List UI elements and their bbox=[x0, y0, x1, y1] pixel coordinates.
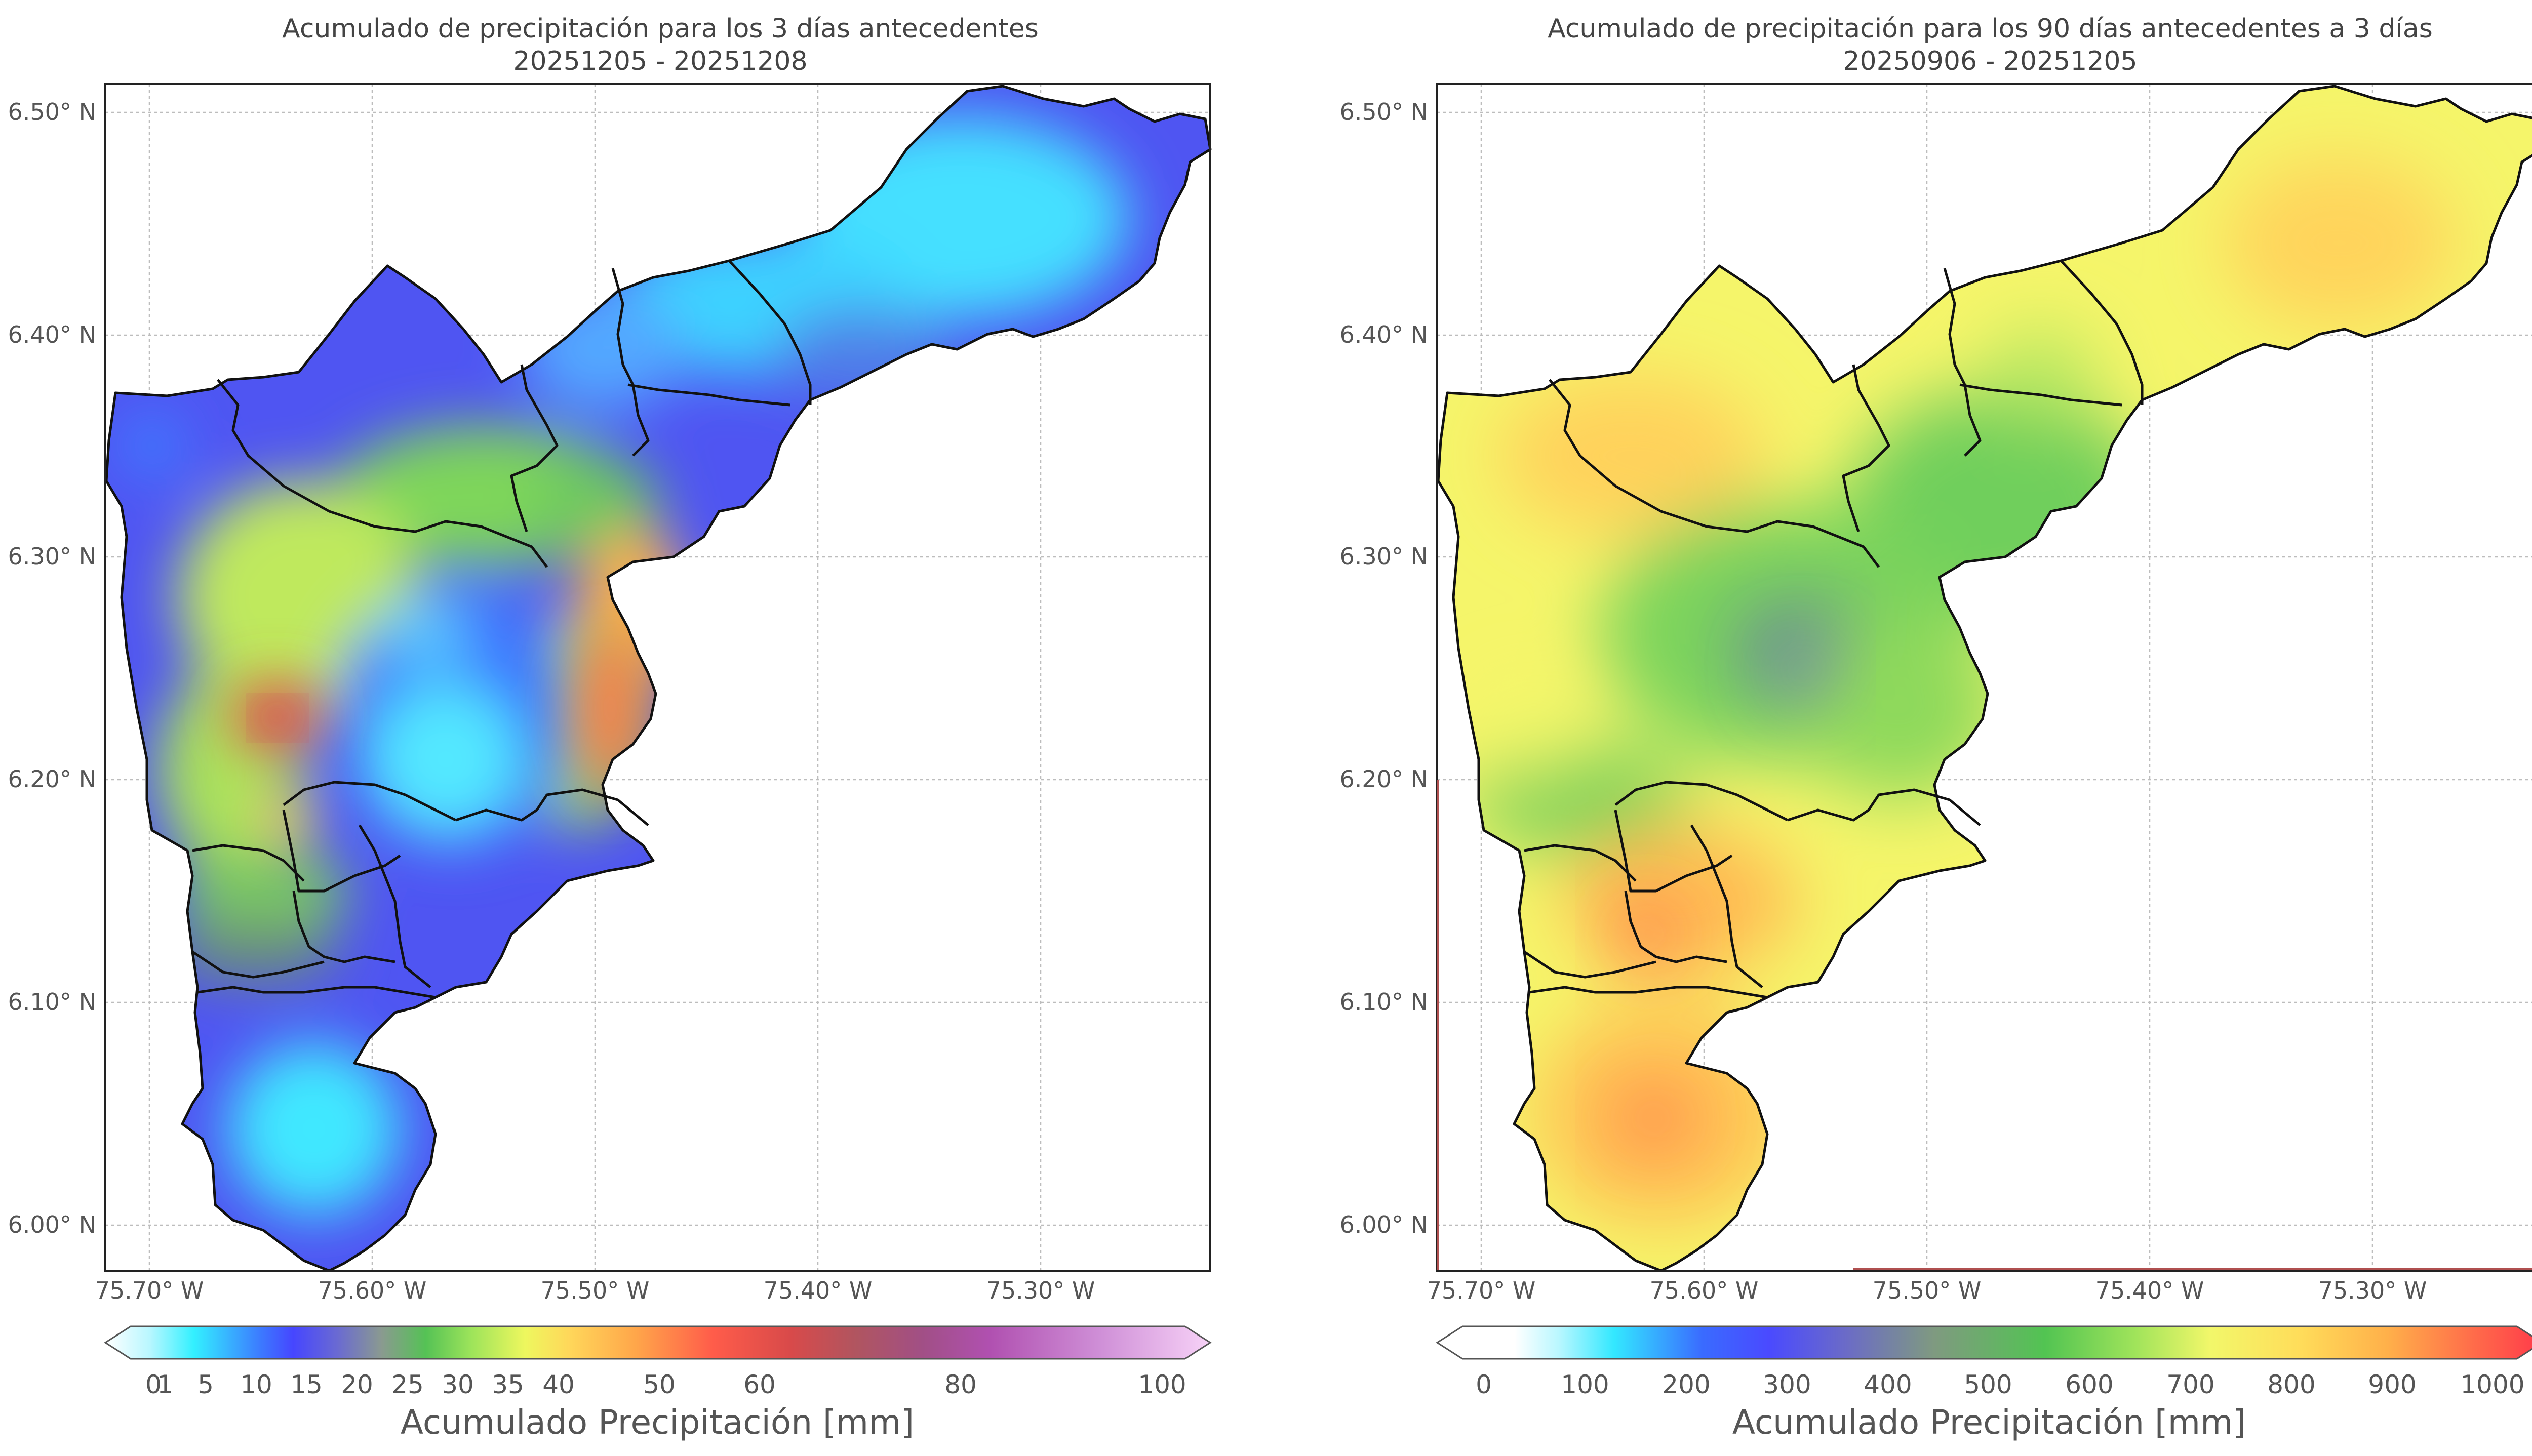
left-cbar-tick: 100 bbox=[1138, 1370, 1186, 1399]
left-cbar-tick: 40 bbox=[542, 1370, 575, 1399]
left-cbar-tick: 80 bbox=[944, 1370, 977, 1399]
right-cbar-tick: 400 bbox=[1864, 1370, 1912, 1399]
lon-label: 75.60° W bbox=[318, 1277, 427, 1304]
left-title-line2: 20251205 - 20251208 bbox=[513, 46, 807, 76]
lat-label: 6.50° N bbox=[1340, 98, 1428, 126]
right-cbar-tick: 600 bbox=[2065, 1370, 2113, 1399]
left-cbar-tick: 50 bbox=[643, 1370, 676, 1399]
lat-label: 6.50° N bbox=[8, 98, 96, 126]
lat-label: 6.40° N bbox=[1340, 321, 1428, 348]
right-title-line2: 20250906 - 20251205 bbox=[1843, 46, 2137, 76]
right-cbar-tick: 200 bbox=[1662, 1370, 1710, 1399]
lon-label: 75.50° W bbox=[1873, 1277, 1982, 1304]
lon-label: 75.30° W bbox=[2318, 1277, 2427, 1304]
right-municipal-boundaries bbox=[1523, 260, 2144, 999]
left-cbar-tick: 0 bbox=[145, 1370, 162, 1399]
lat-label: 6.10° N bbox=[8, 988, 96, 1016]
right-cbar-tick: 100 bbox=[1561, 1370, 1609, 1399]
lat-label: 6.10° N bbox=[1340, 988, 1428, 1016]
right-cbar-tick: 1000 bbox=[2460, 1370, 2524, 1399]
lat-label: 6.40° N bbox=[8, 321, 96, 348]
left-cbar-tick: 5 bbox=[197, 1370, 214, 1399]
left-lat-axis: 6.50° N 6.40° N 6.30° N 6.20° N 6.10° N … bbox=[8, 98, 96, 1238]
lat-label: 6.30° N bbox=[8, 543, 96, 570]
lat-label: 6.20° N bbox=[8, 765, 96, 793]
lon-label: 75.30° W bbox=[986, 1277, 1095, 1304]
lon-label: 75.50° W bbox=[541, 1277, 650, 1304]
left-colorbar: 0 1 5 10 15 20 25 30 35 40 50 60 80 100 … bbox=[104, 1325, 1212, 1442]
right-cbar-tick: 700 bbox=[2166, 1370, 2214, 1399]
left-cbar-tick: 30 bbox=[442, 1370, 474, 1399]
left-cbar-tick: 25 bbox=[391, 1370, 424, 1399]
right-cbar-tick: 500 bbox=[1964, 1370, 2012, 1399]
lon-label: 75.70° W bbox=[1427, 1277, 1536, 1304]
lon-label: 75.70° W bbox=[95, 1277, 204, 1304]
left-cbar-tick: 15 bbox=[290, 1370, 323, 1399]
left-map-frame bbox=[104, 83, 1211, 1272]
lat-label: 6.00° N bbox=[8, 1211, 96, 1238]
left-precip-field bbox=[106, 86, 1210, 1271]
left-cbar-tick: 1 bbox=[157, 1370, 173, 1399]
right-map-panel: Acumulado de precipitación para los 90 d… bbox=[1340, 14, 2532, 1442]
lat-label: 6.30° N bbox=[1340, 543, 1428, 570]
lat-label: 6.20° N bbox=[1340, 765, 1428, 793]
right-colorbar-label: Acumulado Precipitación [mm] bbox=[1732, 1403, 2246, 1442]
left-map-panel: Acumulado de precipitación para los 3 dí… bbox=[8, 14, 1212, 1442]
right-lon-axis: 75.70° W 75.60° W 75.50° W 75.40° W 75.3… bbox=[1427, 1277, 2427, 1304]
right-lat-axis: 6.50° N 6.40° N 6.30° N 6.20° N 6.10° N … bbox=[1340, 98, 1428, 1238]
lat-label: 6.00° N bbox=[1340, 1211, 1428, 1238]
lon-label: 75.40° W bbox=[764, 1277, 873, 1304]
left-cbar-tick: 10 bbox=[240, 1370, 272, 1399]
right-cbar-tick: 900 bbox=[2368, 1370, 2416, 1399]
left-cbar-tick: 35 bbox=[492, 1370, 524, 1399]
left-municipal-boundaries bbox=[191, 260, 812, 999]
right-cbar-tick: 0 bbox=[1476, 1370, 1492, 1399]
left-colorbar-label: Acumulado Precipitación [mm] bbox=[401, 1403, 914, 1442]
right-cbar-tick: 300 bbox=[1763, 1370, 1811, 1399]
lon-label: 75.40° W bbox=[2095, 1277, 2204, 1304]
right-title-line1: Acumulado de precipitación para los 90 d… bbox=[1548, 14, 2433, 44]
left-cbar-tick: 60 bbox=[743, 1370, 776, 1399]
right-colorbar: 0 100 200 300 400 500 600 700 800 900 10… bbox=[1436, 1325, 2532, 1442]
left-title-line1: Acumulado de precipitación para los 3 dí… bbox=[282, 14, 1039, 44]
lon-label: 75.60° W bbox=[1650, 1277, 1759, 1304]
left-cbar-tick: 20 bbox=[341, 1370, 373, 1399]
right-map-frame bbox=[1436, 83, 2532, 1272]
left-lon-axis: 75.70° W 75.60° W 75.50° W 75.40° W 75.3… bbox=[95, 1277, 1095, 1304]
right-cbar-tick: 800 bbox=[2267, 1370, 2315, 1399]
